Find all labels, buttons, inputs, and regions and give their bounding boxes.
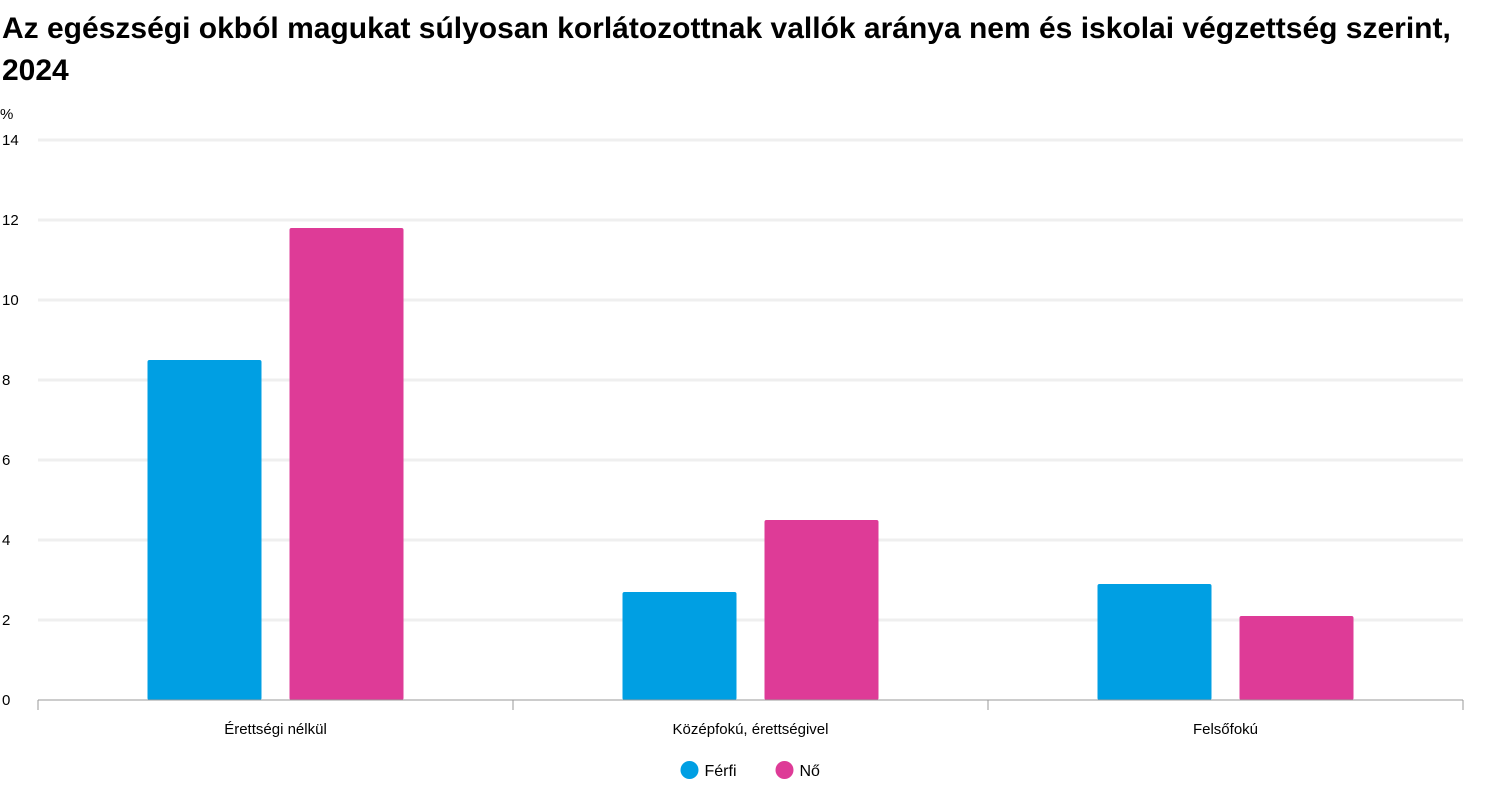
y-tick-label: 0: [2, 692, 10, 709]
y-tick-label: 4: [2, 532, 10, 549]
y-axis-unit: %: [0, 106, 13, 123]
bar: [289, 228, 404, 700]
legend-label: Férfi: [705, 763, 737, 780]
bar: [1239, 616, 1354, 700]
gridlines: [38, 138, 1463, 622]
y-tick-label: 14: [2, 132, 19, 149]
x-tick-label: Felsőfokú: [1193, 721, 1258, 738]
y-axis-ticks: 0 2 4 6 8 10 12 14: [2, 132, 19, 709]
y-tick-label: 6: [2, 452, 10, 469]
chart-title: Az egészségi okból magukat súlyosan korl…: [2, 12, 1451, 87]
y-tick-label: 2: [2, 612, 10, 629]
legend-marker: [680, 761, 699, 779]
x-tick-label: Érettségi nélkül: [224, 721, 327, 738]
bars: [147, 228, 1354, 700]
legend-marker: [775, 761, 794, 779]
y-tick-label: 10: [2, 292, 19, 309]
legend-label: Nő: [800, 763, 821, 780]
x-tick-label: Középfokú, érettségivel: [673, 721, 829, 738]
x-axis: Érettségi nélkül Középfokú, érettségivel F…: [37, 699, 1464, 738]
bar: [764, 520, 879, 700]
legend: Férfi Nő: [680, 761, 821, 780]
y-tick-label: 12: [2, 212, 19, 229]
bar: [622, 592, 737, 700]
bar: [147, 360, 262, 700]
bar: [1097, 584, 1212, 700]
y-tick-label: 8: [2, 372, 10, 389]
